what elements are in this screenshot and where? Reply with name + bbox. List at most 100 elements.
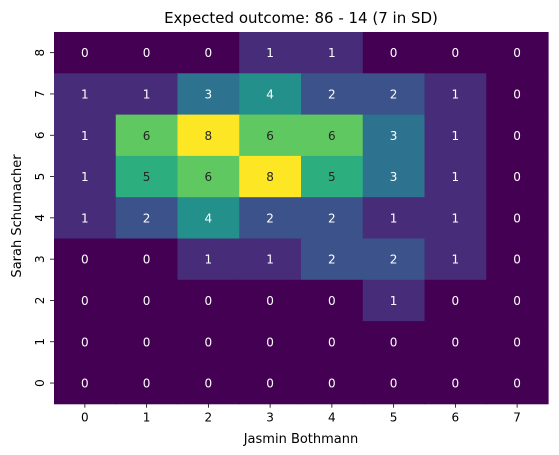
cell-value-label: 5: [143, 170, 151, 184]
heatmap-cell: [177, 279, 240, 322]
cell-value-label: 0: [205, 294, 213, 308]
cell-value-label: 0: [205, 335, 213, 349]
cell-value-label: 2: [143, 211, 151, 225]
heatmap-cell: [362, 321, 426, 363]
heatmap-cell: [177, 32, 240, 74]
x-tick-label: 4: [328, 411, 336, 425]
heatmap-cell: [486, 114, 549, 157]
cell-value-label: 1: [452, 129, 460, 143]
cell-value-label: 5: [328, 170, 336, 184]
y-tick-label: 0: [33, 379, 47, 387]
y-tick-label: 8: [33, 49, 47, 57]
heatmap-cell: [115, 279, 179, 322]
cell-value-label: 1: [81, 87, 89, 101]
cell-value-label: 0: [81, 335, 89, 349]
heatmap-cell: [54, 197, 117, 240]
heatmap-cell: [486, 32, 549, 74]
heatmap-cell: [362, 279, 426, 322]
cell-value-label: 0: [81, 253, 89, 267]
heatmap-cell: [301, 114, 364, 157]
cell-value-label: 2: [328, 87, 336, 101]
heatmap-cell: [239, 114, 302, 157]
cell-value-label: 2: [266, 211, 274, 225]
heatmap-cell: [362, 155, 426, 198]
heatmap-cell: [424, 155, 487, 198]
heatmap-cell: [54, 238, 117, 281]
x-tick-label: 5: [390, 411, 398, 425]
heatmap-cell: [115, 197, 179, 240]
heatmap-cell: [239, 279, 302, 322]
cell-value-label: 0: [266, 377, 274, 391]
cell-value-label: 4: [266, 87, 274, 101]
heatmap-cell: [424, 32, 487, 74]
heatmap-cell: [115, 73, 179, 116]
heatmap-cell: [486, 279, 549, 322]
cell-value-label: 1: [328, 46, 336, 60]
cell-value-label: 1: [452, 253, 460, 267]
cell-value-label: 3: [390, 170, 398, 184]
cell-value-label: 0: [328, 377, 336, 391]
x-axis-label: Jasmin Bothmann: [243, 432, 359, 447]
cell-value-label: 2: [390, 87, 398, 101]
heatmap-cell: [239, 197, 302, 240]
heatmap-cell: [424, 362, 487, 405]
cell-value-label: 8: [266, 170, 274, 184]
heatmap-cell: [486, 197, 549, 240]
heatmap-cell: [177, 238, 240, 281]
cell-value-label: 0: [513, 253, 521, 267]
cell-value-label: 2: [390, 253, 398, 267]
cell-value-label: 1: [266, 253, 274, 267]
heatmap-cell: [177, 362, 240, 405]
heatmap-cell: [362, 73, 426, 116]
cell-value-label: 1: [205, 253, 213, 267]
cell-value-label: 1: [452, 211, 460, 225]
heatmap-cell: [301, 279, 364, 322]
y-tick-label: 5: [33, 173, 47, 181]
heatmap-cell: [486, 238, 549, 281]
cell-value-label: 0: [452, 46, 460, 60]
cell-value-label: 0: [452, 335, 460, 349]
cell-value-label: 0: [143, 294, 151, 308]
heatmap-cell: [301, 73, 364, 116]
y-tick-label: 4: [33, 214, 47, 222]
heatmap-cell: [424, 73, 487, 116]
heatmap-cells: [54, 32, 549, 405]
cell-value-label: 0: [328, 335, 336, 349]
heatmap-cell: [115, 114, 179, 157]
cell-value-label: 2: [328, 211, 336, 225]
cell-value-label: 0: [513, 170, 521, 184]
cell-value-label: 0: [143, 253, 151, 267]
cell-value-label: 0: [266, 294, 274, 308]
heatmap-cell: [301, 32, 364, 74]
heatmap-cell: [115, 238, 179, 281]
heatmap-cell-labels: 0 0 0 1 1 0 0 0 1 1 3 4 2 2 1 0 1 6 8 6 6 3 1 0 1 5 6 8 5 3 1 0 1 2 4 2 2 1 1 0…: [81, 46, 521, 390]
heatmap-cell: [115, 32, 179, 74]
heatmap-cell: [177, 114, 240, 157]
cell-value-label: 3: [205, 87, 213, 101]
cell-value-label: 1: [143, 87, 151, 101]
x-tick-label: 3: [266, 411, 274, 425]
cell-value-label: 0: [266, 335, 274, 349]
heatmap-cell: [239, 238, 302, 281]
heatmap-cell: [54, 362, 117, 405]
cell-value-label: 1: [81, 211, 89, 225]
cell-value-label: 1: [452, 170, 460, 184]
heatmap-cell: [424, 321, 487, 363]
heatmap-cell: [301, 362, 364, 405]
heatmap-cell: [362, 114, 426, 157]
cell-value-label: 0: [81, 46, 89, 60]
cell-value-label: 0: [205, 46, 213, 60]
heatmap-cell: [239, 321, 302, 363]
heatmap-cell: [54, 279, 117, 322]
cell-value-label: 0: [205, 377, 213, 391]
heatmap-cell: [424, 197, 487, 240]
heatmap-cell: [362, 197, 426, 240]
cell-value-label: 6: [266, 129, 274, 143]
x-axis-ticks: 0 1 2 3 4 5 6 7: [81, 403, 521, 425]
heatmap-cell: [362, 238, 426, 281]
cell-value-label: 0: [513, 377, 521, 391]
y-tick-label: 7: [33, 90, 47, 98]
cell-value-label: 0: [143, 377, 151, 391]
heatmap-cell: [424, 238, 487, 281]
heatmap-cell: [54, 32, 117, 74]
